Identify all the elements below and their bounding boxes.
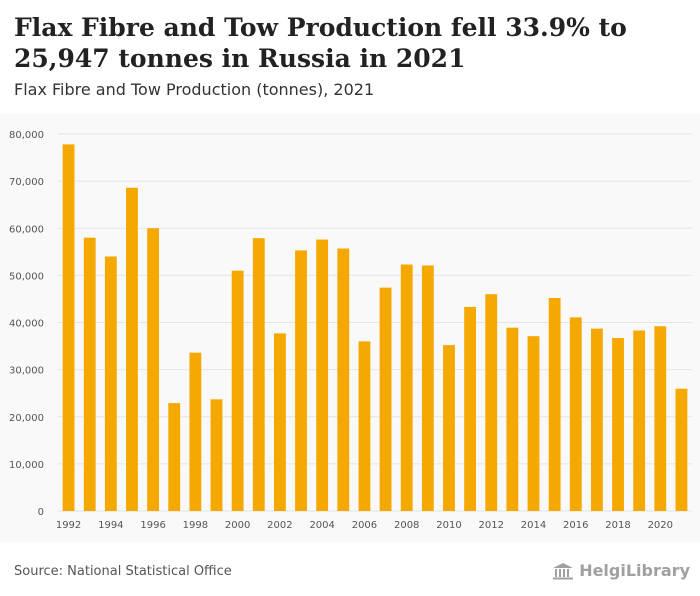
x-tick-label: 2010 bbox=[436, 520, 461, 531]
x-tick-label: 1996 bbox=[140, 520, 165, 531]
bar bbox=[400, 264, 413, 511]
bar bbox=[464, 306, 477, 511]
bar bbox=[273, 333, 286, 511]
x-tick-label: 2002 bbox=[267, 520, 292, 531]
brand-logo: HelgiLibrary bbox=[552, 561, 690, 580]
bar bbox=[147, 228, 160, 511]
bar bbox=[506, 327, 519, 511]
x-tick-label: 2006 bbox=[352, 520, 377, 531]
bar bbox=[654, 326, 667, 511]
bar bbox=[316, 239, 329, 511]
bar bbox=[62, 144, 75, 511]
brand-name: HelgiLibrary bbox=[579, 561, 690, 580]
bar bbox=[126, 187, 138, 511]
chart-subtitle: Flax Fibre and Tow Production (tonnes), … bbox=[14, 80, 375, 99]
bar bbox=[443, 345, 455, 511]
y-tick-label: 40,000 bbox=[9, 319, 44, 330]
bar bbox=[358, 341, 371, 511]
bar bbox=[675, 388, 688, 511]
x-tick-label: 2018 bbox=[605, 520, 630, 531]
y-tick-label: 20,000 bbox=[9, 413, 44, 424]
x-tick-label: 1992 bbox=[56, 520, 81, 531]
bar bbox=[104, 256, 117, 511]
x-tick-label: 2020 bbox=[648, 520, 673, 531]
y-tick-label: 10,000 bbox=[9, 460, 44, 471]
x-tick-label: 2004 bbox=[309, 520, 334, 531]
source-note: Source: National Statistical Office bbox=[14, 564, 232, 579]
bar bbox=[189, 352, 202, 511]
bar bbox=[168, 403, 181, 511]
bar bbox=[210, 399, 223, 511]
x-tick-label: 1998 bbox=[183, 520, 208, 531]
y-tick-label: 30,000 bbox=[9, 366, 44, 377]
bar-chart: 0 10,000 20,000 30,000 40,000 50,000 60,000 70,… bbox=[9, 130, 692, 531]
bar bbox=[548, 297, 561, 511]
x-tick-label: 2008 bbox=[394, 520, 419, 531]
bar bbox=[569, 317, 582, 511]
bar bbox=[231, 270, 244, 511]
y-tick-label: 70,000 bbox=[9, 177, 44, 188]
bar bbox=[590, 328, 603, 511]
bar bbox=[421, 265, 434, 511]
bar bbox=[83, 237, 96, 512]
y-tick-label: 0 bbox=[38, 507, 44, 518]
bar bbox=[485, 294, 498, 511]
y-tick-label: 50,000 bbox=[9, 271, 44, 282]
x-tick-label: 1994 bbox=[98, 520, 123, 531]
bar bbox=[252, 238, 265, 511]
x-tick-label: 2000 bbox=[225, 520, 250, 531]
bar bbox=[612, 338, 624, 511]
y-tick-label: 60,000 bbox=[9, 224, 44, 235]
x-tick-label: 2014 bbox=[521, 520, 546, 531]
chart-title: Flax Fibre and Tow Production fell 33.9%… bbox=[14, 13, 627, 73]
x-tick-label: 2016 bbox=[563, 520, 588, 531]
library-building-icon bbox=[553, 562, 574, 579]
chart-area: 0 10,000 20,000 30,000 40,000 50,000 60,000 70,… bbox=[0, 114, 700, 542]
x-tick-label: 2012 bbox=[479, 520, 504, 531]
bar bbox=[633, 330, 646, 511]
bar bbox=[527, 336, 540, 511]
y-tick-label: 80,000 bbox=[9, 130, 44, 141]
bar bbox=[337, 248, 350, 512]
bar bbox=[379, 287, 392, 511]
bar bbox=[295, 250, 307, 511]
